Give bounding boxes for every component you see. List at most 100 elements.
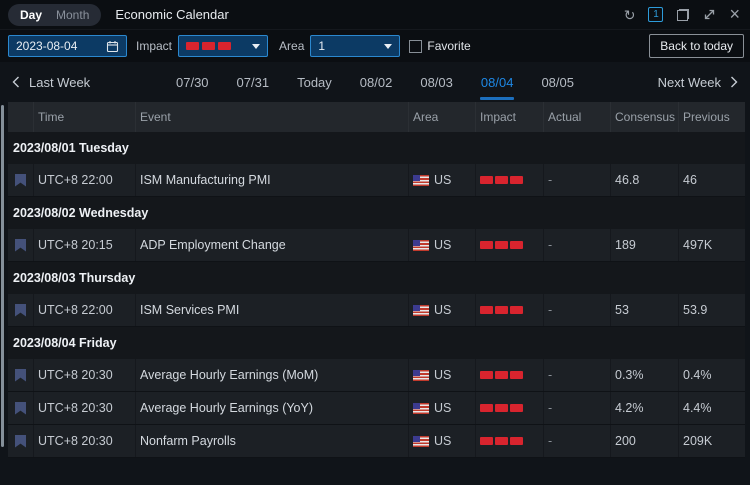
close-icon[interactable]: × <box>729 3 740 24</box>
area-cell: US <box>409 229 476 261</box>
window-controls: ↻ 1 × <box>623 3 740 24</box>
impact-bar <box>480 176 493 184</box>
event-cell: Nonfarm Payrolls <box>136 425 409 457</box>
bookmark-icon[interactable] <box>15 173 26 187</box>
events-table: Time Event Area Impact Actual Consensus Previo… <box>8 102 745 458</box>
bookmark-icon[interactable] <box>15 434 26 448</box>
impact-bar <box>510 306 523 314</box>
bookmark-cell[interactable] <box>8 359 34 391</box>
column-previous: Previous <box>683 110 730 124</box>
refresh-icon[interactable]: ↻ <box>623 6 636 23</box>
week-day-08-05[interactable]: 08/05 <box>541 74 574 90</box>
table-row[interactable]: UTC+8 20:15 ADP Employment Change US -189 49… <box>8 229 745 262</box>
last-week-button[interactable]: Last Week <box>12 75 90 90</box>
actual-cell: - <box>544 425 611 457</box>
area-cell: US <box>409 392 476 424</box>
bookmark-cell[interactable] <box>8 425 34 457</box>
tab-day[interactable]: Day <box>20 7 43 22</box>
bookmark-cell[interactable] <box>8 164 34 196</box>
us-flag-icon <box>413 402 429 414</box>
area-cell: US <box>409 294 476 326</box>
toolbar: 2023-08-04 Impact Area 1 Favorite Bac <box>0 30 750 62</box>
next-week-button[interactable]: Next Week <box>658 75 738 90</box>
bookmark-icon[interactable] <box>15 401 26 415</box>
date-value: 2023-08-04 <box>16 39 78 53</box>
time-cell: UTC+8 22:00 <box>34 294 136 326</box>
actual-cell: - <box>544 294 611 326</box>
week-day-08-03[interactable]: 08/03 <box>420 74 453 90</box>
vertical-scrollbar[interactable] <box>1 105 4 447</box>
column-area: Area <box>409 102 476 132</box>
us-flag-icon <box>413 174 429 186</box>
actual-cell: - <box>544 359 611 391</box>
area-select[interactable]: 1 <box>310 35 401 57</box>
impact-cell <box>476 425 544 457</box>
impact-bar <box>480 404 493 412</box>
bookmark-cell[interactable] <box>8 294 34 326</box>
impact-bars <box>480 437 523 445</box>
consensus-cell: 189 <box>611 229 679 261</box>
page-title: Economic Calendar <box>115 7 229 22</box>
week-day-08-04[interactable]: 08/04 <box>479 62 516 102</box>
impact-cell <box>476 294 544 326</box>
area-cell: US <box>409 359 476 391</box>
impact-cell <box>476 229 544 261</box>
date-picker[interactable]: 2023-08-04 <box>8 35 127 57</box>
week-day-08-02[interactable]: 08/02 <box>359 74 393 90</box>
favorite-checkbox[interactable] <box>409 39 423 53</box>
area-code: US <box>434 238 452 252</box>
impact-bars <box>480 241 523 249</box>
impact-bar <box>510 176 523 184</box>
tab-month[interactable]: Month <box>56 7 90 22</box>
impact-bar <box>218 42 232 50</box>
impact-bar <box>480 306 493 314</box>
impact-bar <box>495 241 508 249</box>
column-impact: Impact <box>476 102 544 132</box>
previous-cell: 46 <box>683 173 697 187</box>
impact-bar <box>510 404 523 412</box>
week-days: 07/30 07/31 Today 08/02 08/03 08/04 08/05 <box>174 62 576 102</box>
table-row[interactable]: UTC+8 20:30 Average Hourly Earnings (YoY)… <box>8 392 745 425</box>
bookmark-icon[interactable] <box>15 368 26 382</box>
impact-bar <box>495 371 508 379</box>
next-week-label: Next Week <box>657 74 721 90</box>
favorite-filter: Favorite <box>409 39 471 53</box>
table-row[interactable]: UTC+8 20:30 Average Hourly Earnings (MoM)… <box>8 359 745 392</box>
impact-cell <box>476 392 544 424</box>
bookmark-icon[interactable] <box>15 238 26 252</box>
back-to-today-button[interactable]: Back to today <box>649 34 744 58</box>
group-header: 2023/08/01 Tuesday <box>8 132 745 164</box>
impact-bars <box>480 306 523 314</box>
week-day-07-30[interactable]: 07/30 <box>176 74 209 90</box>
expand-icon[interactable] <box>703 8 716 21</box>
bookmark-cell[interactable] <box>8 392 34 424</box>
area-code: US <box>434 401 452 415</box>
week-day-07-31[interactable]: 07/31 <box>236 74 270 90</box>
bookmark-cell[interactable] <box>8 229 34 261</box>
area-code: US <box>434 368 452 382</box>
caret-down-icon <box>252 43 261 49</box>
consensus-cell: 200 <box>611 425 679 457</box>
area-cell: US <box>409 164 476 196</box>
impact-cell <box>476 164 544 196</box>
table-body: 2023/08/01 Tuesday UTC+8 22:00 ISM Manufac… <box>8 132 745 458</box>
table-row[interactable]: UTC+8 22:00 ISM Manufacturing PMI US -46.8 4… <box>8 164 745 197</box>
table-row[interactable]: UTC+8 22:00 ISM Services PMI US -53 53.9 <box>8 294 745 327</box>
impact-bars <box>480 404 523 412</box>
restore-icon[interactable] <box>676 8 690 22</box>
area-code: US <box>434 303 452 317</box>
page-indicator[interactable]: 1 <box>648 7 664 22</box>
table-row[interactable]: UTC+8 20:30 Nonfarm Payrolls US -200 209K <box>8 425 745 458</box>
previous-cell: 53.9 <box>683 303 708 317</box>
us-flag-icon <box>413 304 429 316</box>
event-cell: Average Hourly Earnings (YoY) <box>136 392 409 424</box>
week-day-today[interactable]: Today <box>297 74 332 90</box>
impact-selected-bars <box>186 42 232 50</box>
previous-cell: 0.4% <box>683 368 712 382</box>
bookmark-icon[interactable] <box>15 303 26 317</box>
impact-bar <box>510 241 523 249</box>
last-week-label: Last Week <box>29 74 91 90</box>
impact-bar <box>495 437 508 445</box>
impact-select[interactable] <box>178 35 269 57</box>
calendar-icon <box>106 40 119 53</box>
